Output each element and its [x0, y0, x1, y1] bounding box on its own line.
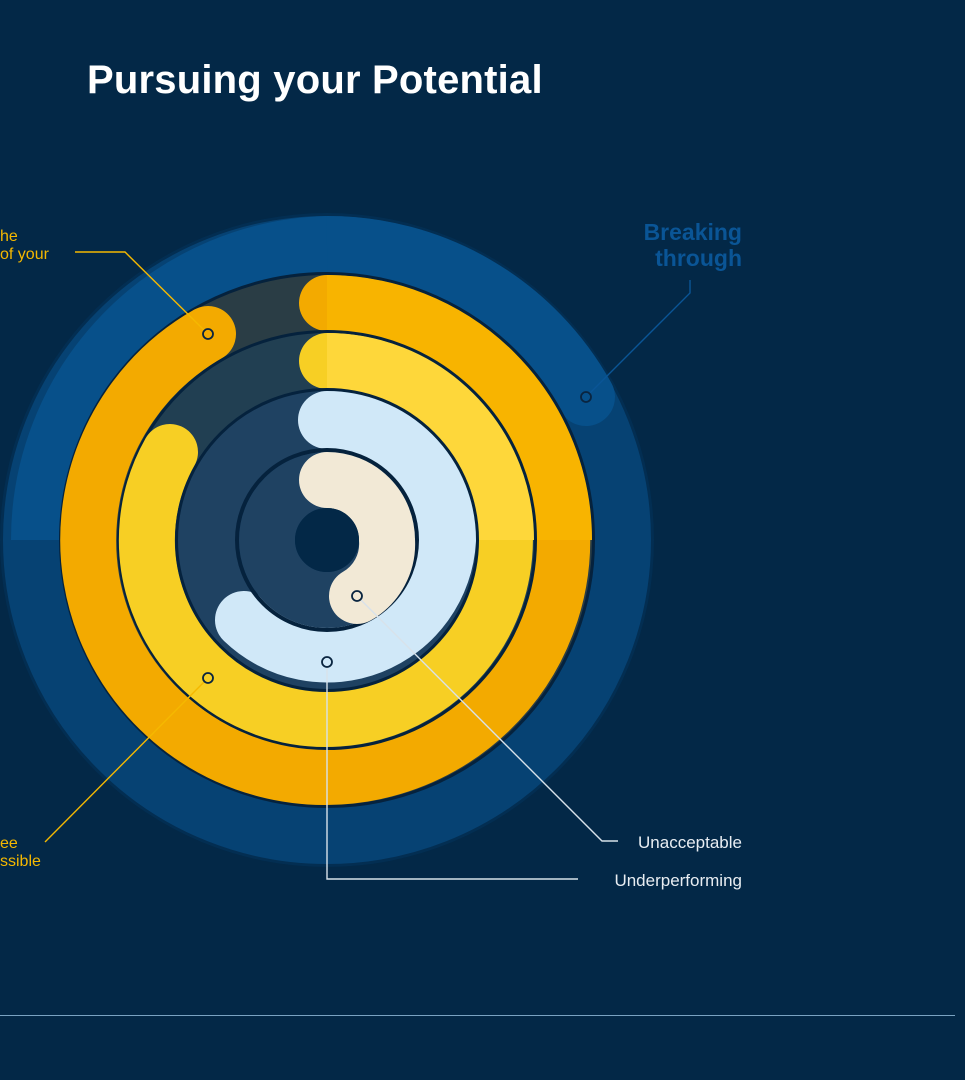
label-top-left-line2: of your: [0, 246, 50, 263]
label-bottom-left-line2: ssible: [0, 853, 41, 870]
label-breaking-line2: through: [655, 245, 742, 271]
marker-bottom-left: [202, 672, 214, 684]
marker-breaking: [580, 391, 592, 403]
label-breaking-line1: Breaking: [644, 219, 742, 245]
leader-line-underperforming: [326, 662, 578, 880]
label-underperforming: Underperforming: [614, 871, 742, 890]
leader-line-top-left: [75, 251, 209, 335]
ring-yellow-right: [326, 333, 534, 541]
ring-lightblue-arc: [215, 391, 477, 683]
ring-outer-blue-left: [11, 216, 329, 541]
marker-underperforming: [321, 656, 333, 668]
footer-divider: [0, 1015, 955, 1016]
ring-inner-cream-arc: [299, 452, 416, 624]
marker-unacceptable: [351, 590, 363, 602]
page-title: Pursuing your Potential: [87, 58, 543, 102]
leader-line-bottom-left: [44, 677, 209, 843]
label-bottom-left-line1: ee: [0, 835, 18, 852]
marker-top-left: [202, 328, 214, 340]
leader-line-unacceptable: [356, 595, 618, 842]
ring-orange-right: [326, 275, 592, 541]
leader-line-breaking: [585, 280, 691, 398]
center-hub: [295, 508, 359, 572]
ring-outer-blue-arc: [298, 215, 615, 426]
label-top-left-line1: he: [0, 228, 18, 245]
label-unacceptable: Unacceptable: [638, 833, 742, 852]
ring-separator-4: [235, 448, 419, 632]
